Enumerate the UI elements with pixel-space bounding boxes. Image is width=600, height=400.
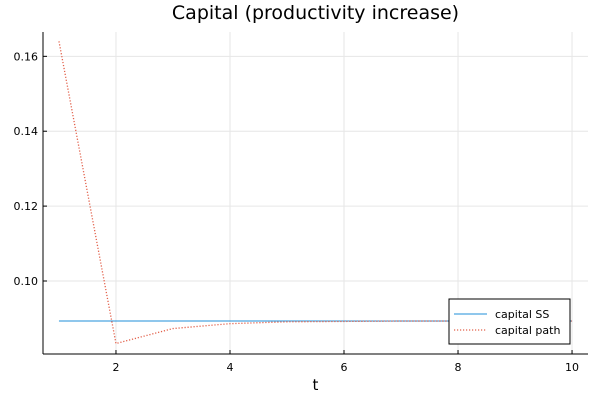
chart-title: Capital (productivity increase) [172,2,459,24]
y-ticks: 0.10 0.12 0.14 0.16 [14,50,47,288]
grid [43,32,588,354]
x-axis-label: t [313,376,319,394]
x-ticks: 2 4 6 8 10 [112,350,579,374]
x-tick-label: 8 [455,361,462,374]
series-layer [58,41,573,345]
x-tick-label: 2 [112,361,119,374]
legend-label: capital path [495,324,560,337]
legend-label: capital SS [495,308,549,321]
series-line-2 [58,41,573,345]
legend-box [448,298,571,345]
y-tick-label: 0.14 [14,125,39,138]
x-tick-label: 10 [565,361,579,374]
x-tick-label: 4 [226,361,233,374]
x-tick-label: 6 [341,361,348,374]
legend: capital SS capital path [448,298,571,345]
y-tick-label: 0.10 [14,275,39,288]
y-tick-label: 0.16 [14,50,39,63]
y-tick-label: 0.12 [14,200,39,213]
